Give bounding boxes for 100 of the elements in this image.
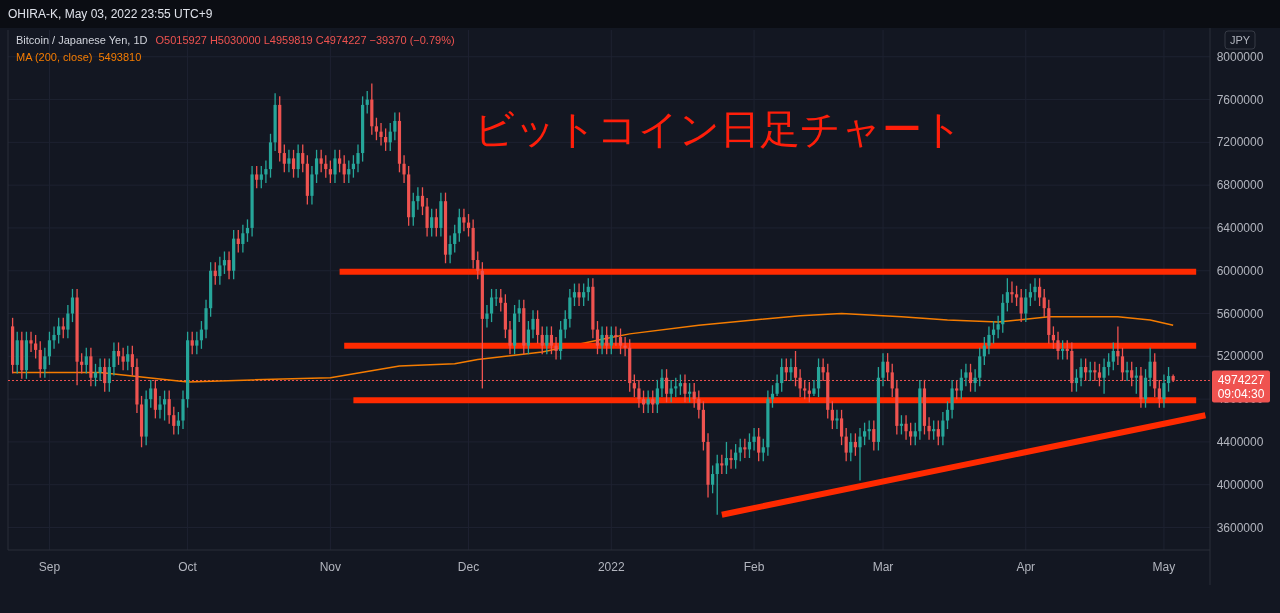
candlestick	[425, 197, 429, 238]
candlestick	[310, 165, 314, 206]
candlestick	[531, 309, 535, 339]
candlestick	[959, 368, 963, 400]
x-tick-label: Dec	[457, 560, 480, 574]
x-tick-label: Mar	[872, 560, 894, 574]
candlestick	[434, 208, 438, 238]
candlestick	[1010, 280, 1014, 304]
chart-title: Bitcoin / Japanese Yen, 1D	[16, 34, 148, 46]
candlestick	[393, 111, 397, 141]
y-tick-label: 4000000	[1216, 477, 1264, 492]
candlestick	[913, 422, 917, 446]
y-tick-label: 6400000	[1216, 220, 1264, 235]
y-tick-label: 6800000	[1216, 178, 1264, 193]
candlestick	[47, 331, 52, 366]
candlestick	[872, 419, 876, 452]
candlestick	[190, 331, 194, 355]
candlestick	[1005, 277, 1009, 313]
y-tick-label: 8000000	[1216, 49, 1264, 64]
candlestick	[1019, 288, 1023, 323]
candlestick	[319, 149, 323, 173]
candlestick	[761, 438, 765, 462]
candlestick	[978, 347, 982, 387]
candlestick	[93, 363, 98, 387]
candlestick	[780, 357, 784, 393]
candlestick	[61, 317, 65, 339]
candlestick	[80, 352, 84, 375]
candlestick	[996, 315, 1000, 339]
candlestick	[697, 389, 701, 420]
candlestick	[158, 395, 162, 420]
candlestick	[291, 149, 296, 179]
candlestick	[337, 149, 342, 173]
candlestick	[448, 234, 452, 264]
candlestick	[554, 336, 558, 361]
candlestick	[462, 208, 466, 232]
candlestick	[1014, 285, 1019, 307]
candlestick	[1024, 288, 1028, 323]
candlestick	[1042, 288, 1046, 318]
candlestick	[241, 224, 245, 254]
candlestick	[964, 363, 968, 387]
annotation: ビットコイン日足チャート	[474, 107, 963, 151]
candlestick	[660, 368, 664, 398]
candlestick	[752, 427, 756, 452]
candlestick	[453, 224, 457, 254]
candlestick	[950, 379, 954, 420]
y-tick-label: 6000000	[1216, 263, 1264, 278]
candlestick	[844, 427, 848, 462]
candlestick	[526, 320, 531, 355]
text: OHIRA-K, May 03, 2022 23:55 UTC+9	[8, 7, 213, 21]
ref-line-label: 4974227	[1217, 373, 1265, 388]
candlestick	[52, 325, 56, 350]
candlestick	[517, 298, 521, 323]
candlestick	[909, 422, 913, 446]
candlestick	[757, 427, 761, 462]
candlestick	[577, 282, 581, 307]
candlestick	[863, 422, 867, 446]
candlestick	[1162, 373, 1166, 409]
annotation: 5493810	[98, 51, 142, 63]
candlestick	[476, 250, 480, 280]
candlestick	[568, 288, 572, 329]
candlestick	[356, 143, 360, 173]
candlestick	[508, 320, 512, 355]
candlestick	[296, 143, 300, 179]
candlestick	[287, 149, 291, 173]
candlestick	[1143, 368, 1148, 409]
candlestick	[485, 304, 489, 329]
candlestick	[489, 288, 494, 323]
candlestick	[618, 327, 623, 355]
candlestick	[858, 427, 862, 482]
candlestick	[204, 298, 208, 339]
candlestick	[70, 288, 75, 323]
candlestick	[881, 352, 885, 387]
candlestick	[1166, 366, 1171, 393]
candlestick	[683, 373, 687, 403]
candlestick	[609, 325, 613, 355]
candlestick	[264, 159, 268, 184]
candlestick	[126, 344, 130, 371]
x-tick-label: May	[1152, 560, 1176, 574]
x-tick-label: Feb	[743, 560, 765, 574]
candlestick	[830, 400, 834, 430]
candlestick	[172, 405, 176, 436]
y-tick-label: 5200000	[1216, 349, 1264, 364]
text: 09:04:30	[1217, 387, 1265, 402]
candlestick	[121, 347, 125, 371]
candlestick	[835, 409, 839, 430]
candlestick	[941, 411, 945, 446]
candlestick	[149, 379, 153, 409]
candlestick	[775, 373, 779, 397]
candlestick	[711, 464, 715, 494]
candlestick	[678, 373, 682, 396]
annotation: O5015927 H5030000 L4959819 C4974227 −39370 (−0.79%)	[155, 34, 455, 46]
candlestick	[1001, 293, 1005, 334]
candlestick	[559, 320, 563, 361]
candlestick	[816, 357, 821, 398]
x-tick-label: Oct	[178, 560, 198, 574]
candlestick	[839, 409, 844, 446]
candlestick	[549, 325, 554, 355]
candlestick	[314, 149, 319, 184]
candlestick	[936, 419, 940, 446]
candlestick	[614, 325, 618, 347]
